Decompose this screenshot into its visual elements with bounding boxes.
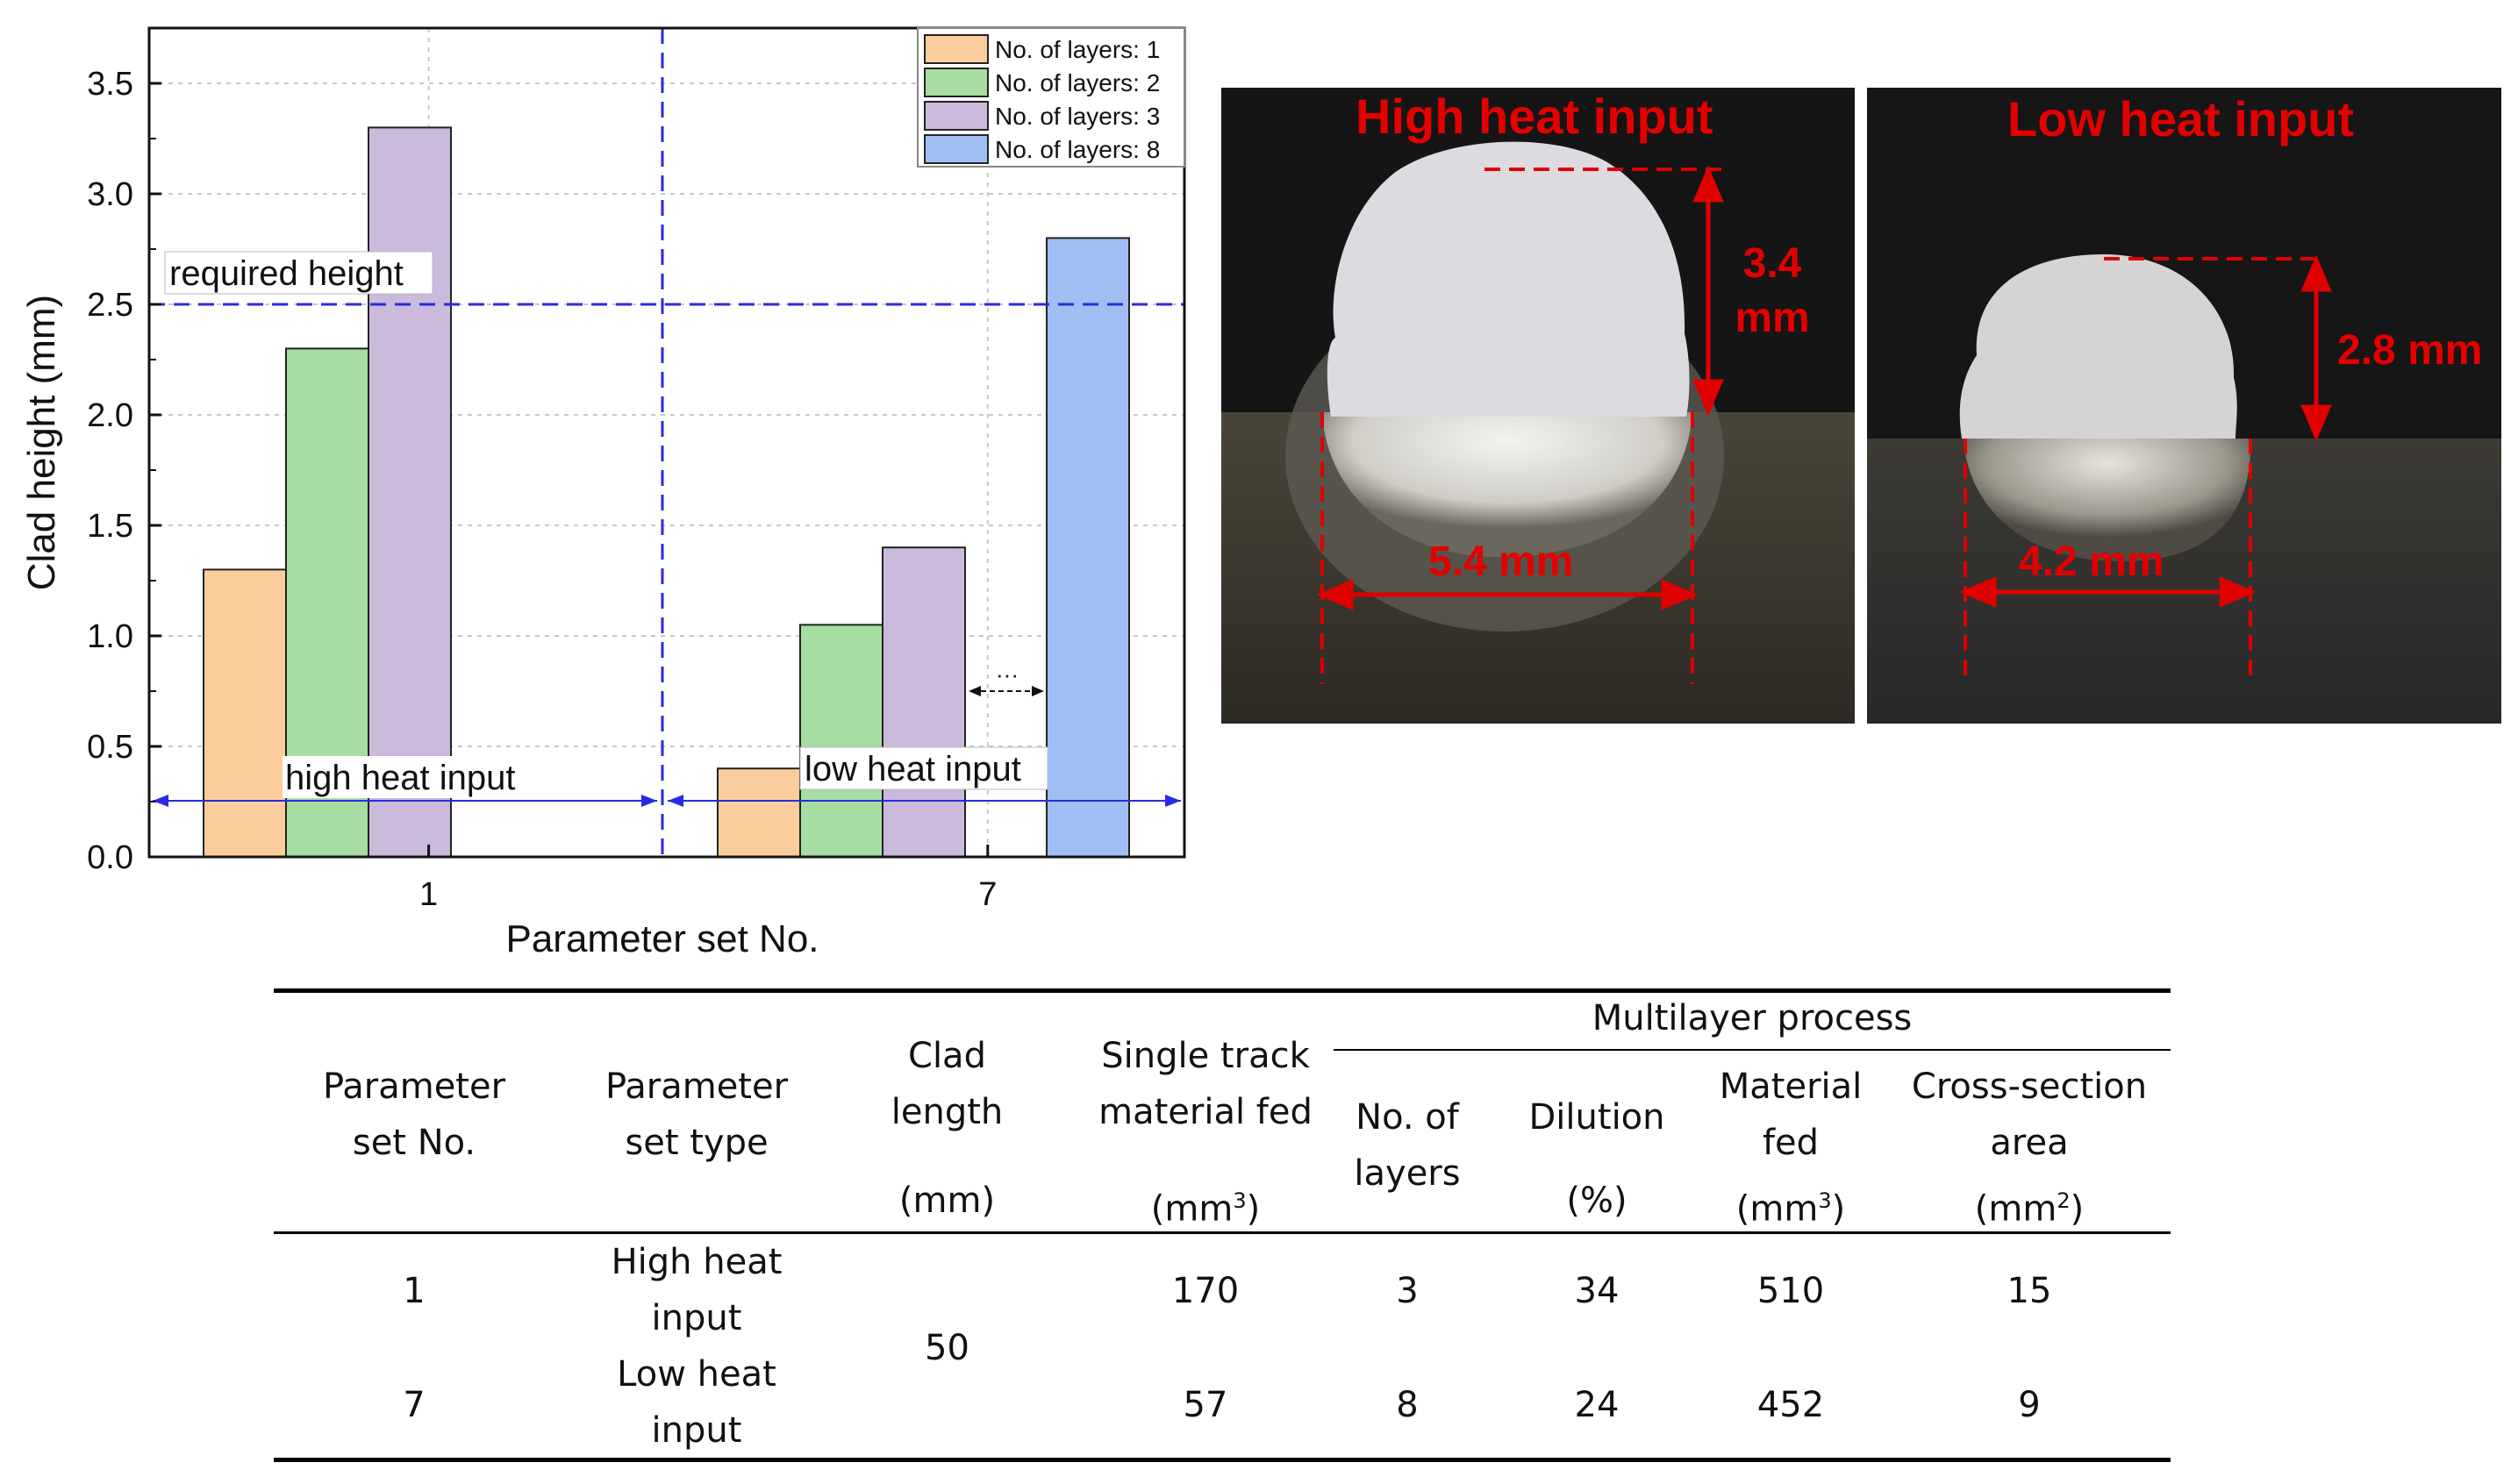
y-tick-label: 1.5 <box>87 508 133 545</box>
legend-label: No. of layers: 8 <box>995 136 1160 163</box>
low-heat-width-label: 4.2 mm <box>2019 539 2164 585</box>
col-header-clad-length: Clad length <box>891 1036 1004 1132</box>
table-row-2-area: 9 <box>2018 1385 2041 1425</box>
table-row-1-material: 510 <box>1756 1271 1825 1311</box>
high-heat-width-label: 5.4 mm <box>1428 539 1574 585</box>
bar-1-no-of-layers-1 <box>203 568 287 859</box>
high-heat-title: High heat input <box>1356 89 1713 144</box>
bar-7-no-of-layers-1 <box>717 767 801 859</box>
arrowhead-right <box>1032 686 1044 696</box>
legend-swatch <box>924 101 989 131</box>
legend-label: No. of layers: 1 <box>995 36 1160 63</box>
high-heat-height-label: 3.4 mm <box>1735 240 1810 341</box>
required-height-label-box <box>164 251 433 295</box>
y-tick-label: 3.5 <box>87 66 133 103</box>
bar-7-no-of-layers-2 <box>799 624 883 859</box>
col-header-single-track: Single track material fed <box>1098 1036 1313 1132</box>
clad-bead <box>1327 141 1690 417</box>
col-header-dilution: Dilution <box>1528 1097 1665 1138</box>
y-tick-label: 0.0 <box>87 839 133 876</box>
high-heat-cross-section-photo <box>1221 88 1855 724</box>
y-axis-label: Clad height (mm) <box>20 295 63 590</box>
table-bottom-rule <box>274 1458 2171 1462</box>
col-header-clad-length-unit: (mm) <box>898 1181 996 1221</box>
required-height-label: required height <box>169 254 404 293</box>
arrowhead-right <box>1165 795 1181 807</box>
legend-swatch <box>924 134 989 164</box>
clad-height-bar-chart: required height high heat input low heat i… <box>20 26 1186 960</box>
arrowhead-left <box>969 686 981 696</box>
table-row-2-dilution: 24 <box>1574 1385 1620 1425</box>
table-top-rule <box>274 988 2171 993</box>
legend-label: No. of layers: 2 <box>995 69 1160 96</box>
col-header-single-track-unit: (mm3) <box>1150 1188 1261 1230</box>
low-heat-label-box <box>799 746 1048 790</box>
col-header-cross-section: Cross-section area <box>1911 1067 2148 1163</box>
chart-annotations: required height high heat input low heat i… <box>149 28 1184 857</box>
legend-label: No. of layers: 3 <box>995 103 1160 130</box>
col-header-set-type: Parameter set type <box>604 1067 789 1163</box>
arrowhead-right <box>641 795 657 807</box>
high-heat-label-box <box>283 756 546 798</box>
table-row-1-area: 15 <box>2007 1271 2052 1311</box>
plot-frame <box>147 26 1186 859</box>
header-bottom-rule <box>274 1231 2171 1234</box>
table-row-1-layers: 3 <box>1396 1271 1419 1311</box>
table-row-1-fed: 170 <box>1171 1271 1240 1311</box>
table-clad-length-value: 50 <box>925 1328 969 1368</box>
col-header-material-fed-unit: (mm3) <box>1735 1188 1846 1230</box>
low-heat-title: Low heat input <box>2007 91 2355 146</box>
legend-swatch <box>924 68 989 97</box>
clad-bead-low <box>1959 254 2237 439</box>
y-tick-label: 0.5 <box>87 729 133 766</box>
table-row-2-material: 452 <box>1756 1385 1825 1425</box>
table-row-1-dilution: 34 <box>1574 1271 1620 1311</box>
y-tick-label: 3.0 <box>87 176 133 213</box>
arrowhead-left <box>153 795 168 807</box>
multilayer-process-table: Multilayer process Parameter set No. Par… <box>274 988 2171 1462</box>
table-row-2-layers: 8 <box>1396 1385 1419 1425</box>
col-header-cross-section-unit: (mm2) <box>1974 1188 2085 1230</box>
col-header-set-no: Parameter set No. <box>322 1067 506 1163</box>
col-header-layers: No. of layers <box>1354 1097 1461 1194</box>
x-tick-label: 7 <box>978 876 997 913</box>
low-heat-label: low heat input <box>805 750 1021 788</box>
col-header-dilution-unit: (%) <box>1566 1181 1627 1221</box>
table-row-2-fed: 57 <box>1183 1385 1228 1425</box>
table-row-2-set: 7 <box>403 1385 426 1425</box>
axes: 0.0 0.5 1.0 1.5 2.0 2.5 3.0 3.5 1 7 Parameter set … <box>20 26 1186 960</box>
legend: No. of layers: 1 No. of layers: 2 No. of l… <box>917 27 1185 168</box>
bar-1-no-of-layers-3 <box>368 126 452 858</box>
group-header-rule <box>1334 1049 2171 1051</box>
bar-7-no-of-layers-3 <box>882 546 966 858</box>
ellipsis-label: ··· <box>996 661 1019 688</box>
y-tick-label: 1.0 <box>87 618 133 655</box>
legend-swatch <box>924 34 989 64</box>
y-tick-label: 2.5 <box>87 287 133 324</box>
low-heat-cross-section-photo <box>1867 88 2501 724</box>
y-tick-label: 2.0 <box>87 397 133 434</box>
bar-7-no-of-layers-8 <box>1046 237 1130 858</box>
table-row-2-type: Low heat input <box>617 1354 776 1451</box>
x-axis-label: Parameter set No. <box>505 917 819 960</box>
arrowhead-left <box>668 795 683 807</box>
low-heat-height-label: 2.8 mm <box>2337 327 2483 374</box>
col-header-material-fed: Material fed <box>1719 1067 1863 1163</box>
group-header: Multilayer process <box>1592 998 1913 1038</box>
high-heat-label: high heat input <box>285 759 515 797</box>
x-tick-label: 1 <box>419 876 438 913</box>
table-row-1-type: High heat input <box>611 1242 783 1338</box>
table-row-1-set: 1 <box>403 1271 426 1311</box>
